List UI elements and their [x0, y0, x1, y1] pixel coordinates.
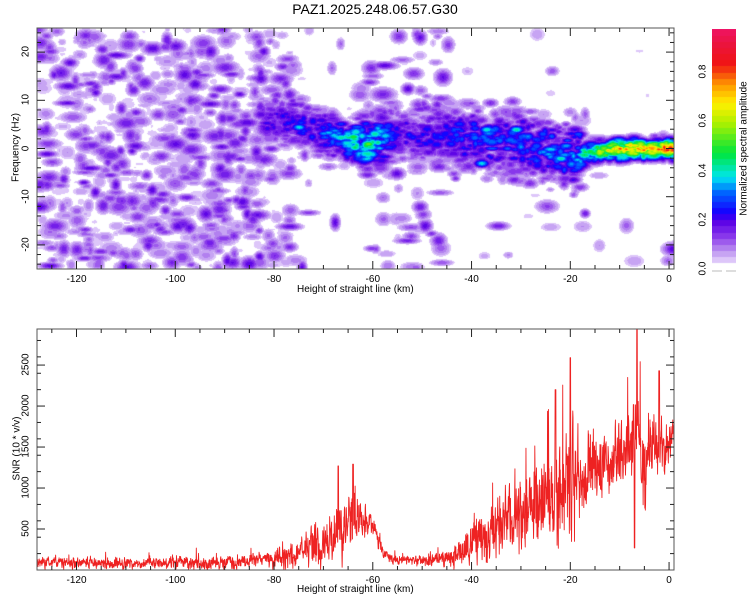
snr-y-axis-label: SNR (10 * v/v) — [11, 416, 23, 481]
snr-frame — [36, 328, 675, 571]
x-tick-label: -60 — [365, 274, 380, 285]
x-tick-label: 0 — [666, 274, 672, 285]
snr-series-line — [36, 328, 675, 571]
colorbar-axes — [712, 270, 736, 272]
x-tick-label: -120 — [66, 575, 87, 586]
x-tick-label: -100 — [165, 274, 186, 285]
spectrogram-axes — [36, 27, 675, 270]
x-tick-label: -40 — [464, 274, 479, 285]
x-tick-label: -60 — [365, 575, 380, 586]
chart-title: PAZ1.2025.248.06.57.G30 — [292, 1, 458, 17]
spectrogram-heatmap — [37, 28, 674, 269]
x-tick-label: 0 — [666, 575, 672, 586]
snr-x-axis-label: Height of straight line (km) — [297, 584, 414, 595]
x-tick-label: -100 — [165, 575, 186, 586]
y-tick-label: 2500 — [20, 353, 32, 376]
x-tick-label: -40 — [464, 575, 479, 586]
x-tick-label: -120 — [66, 274, 87, 285]
colorbar — [712, 29, 736, 269]
x-tick-label: -80 — [266, 575, 282, 586]
x-tick-label: -20 — [563, 274, 578, 285]
x-tick-label: -80 — [266, 274, 282, 285]
x-tick-label: -20 — [563, 575, 578, 586]
spectrogram-x-axis-label: Height of straight line (km) — [297, 284, 414, 295]
y-tick-label: 500 — [20, 520, 32, 537]
